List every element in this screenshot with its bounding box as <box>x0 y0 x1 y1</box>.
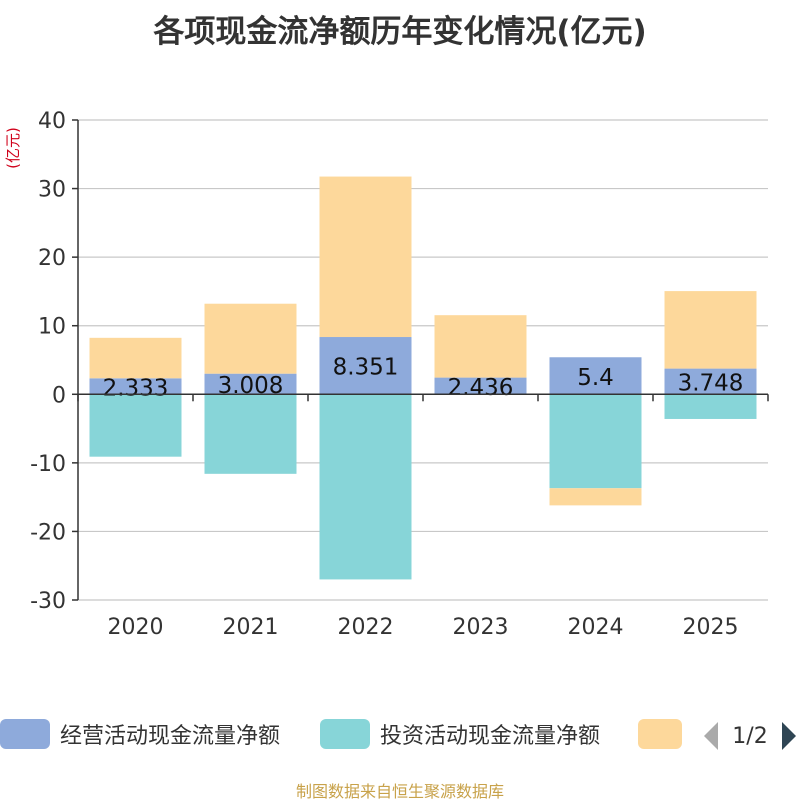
data-label: 2.333 <box>103 375 169 401</box>
legend-label-investing: 投资活动现金流量净额 <box>380 724 601 749</box>
y-tick-label: 30 <box>38 178 66 203</box>
chart-title: 各项现金流净额历年变化情况(亿元) <box>153 14 647 50</box>
x-tick-label: 2025 <box>683 615 739 640</box>
legend-item-operating[interactable]: 经营活动现金流量净额 <box>0 716 280 752</box>
y-tick-label: 10 <box>38 315 66 340</box>
y-tick-label: 20 <box>38 246 66 271</box>
data-label: 8.351 <box>333 355 399 381</box>
x-tick-label: 2024 <box>568 615 624 640</box>
bar-series2-2022[interactable] <box>319 176 412 338</box>
legend-swatch-operating <box>0 719 50 749</box>
x-tick-label: 2020 <box>108 615 164 640</box>
y-tick-label: -10 <box>30 452 66 477</box>
data-label: 3.748 <box>678 370 744 396</box>
bar-series2-2024[interactable] <box>549 488 642 506</box>
legend-item-investing[interactable]: 投资活动现金流量净额 <box>320 716 600 752</box>
bar-series1-2025[interactable] <box>664 394 757 419</box>
legend-swatch-investing <box>320 719 370 749</box>
bar-series0-2020[interactable] <box>89 378 182 395</box>
bar-series0-2024[interactable] <box>549 357 642 395</box>
legend-swatch-third <box>638 719 682 749</box>
x-tick-label: 2021 <box>223 615 279 640</box>
bars <box>89 176 757 580</box>
data-label: 2.436 <box>448 375 514 401</box>
bar-series0-2023[interactable] <box>434 377 527 395</box>
bar-series0-2025[interactable] <box>664 368 757 395</box>
legend-prev-icon[interactable] <box>704 722 718 750</box>
y-tick-label: -20 <box>30 520 66 545</box>
y-tick-label: 0 <box>52 383 66 408</box>
bar-series1-2021[interactable] <box>204 394 297 474</box>
data-label: 5.4 <box>577 365 614 391</box>
legend-pager: 1/2 <box>704 722 796 750</box>
legend-item-third[interactable] <box>638 716 682 752</box>
legend-next-icon[interactable] <box>782 722 796 750</box>
bar-series1-2024[interactable] <box>549 394 642 489</box>
legend-page-indicator: 1/2 <box>732 724 767 749</box>
x-tick-label: 2022 <box>338 615 394 640</box>
legend-label-operating: 经营活动现金流量净额 <box>60 724 281 749</box>
y-tick-label: 40 <box>38 109 66 134</box>
y-tick-label: -30 <box>30 589 66 614</box>
bar-series1-2020[interactable] <box>89 394 182 457</box>
bar-series0-2021[interactable] <box>204 373 297 395</box>
bar-series2-2025[interactable] <box>664 291 757 369</box>
bar-series2-2021[interactable] <box>204 303 297 374</box>
bar-series2-2023[interactable] <box>434 315 527 378</box>
bar-series0-2022[interactable] <box>319 337 412 395</box>
bar-series1-2022[interactable] <box>319 394 412 580</box>
x-tick-label: 2023 <box>453 615 509 640</box>
bar-series2-2020[interactable] <box>89 337 182 379</box>
y-axis-unit-label: (亿元) <box>4 127 22 169</box>
data-label: 3.008 <box>218 373 284 399</box>
source-note: 制图数据来自恒生聚源数据库 <box>295 782 504 801</box>
axes: 40 30 20 10 0 -10 -20 -30 2020 2021 2022 2023 2024 20… <box>30 109 769 640</box>
gridlines <box>78 119 768 601</box>
